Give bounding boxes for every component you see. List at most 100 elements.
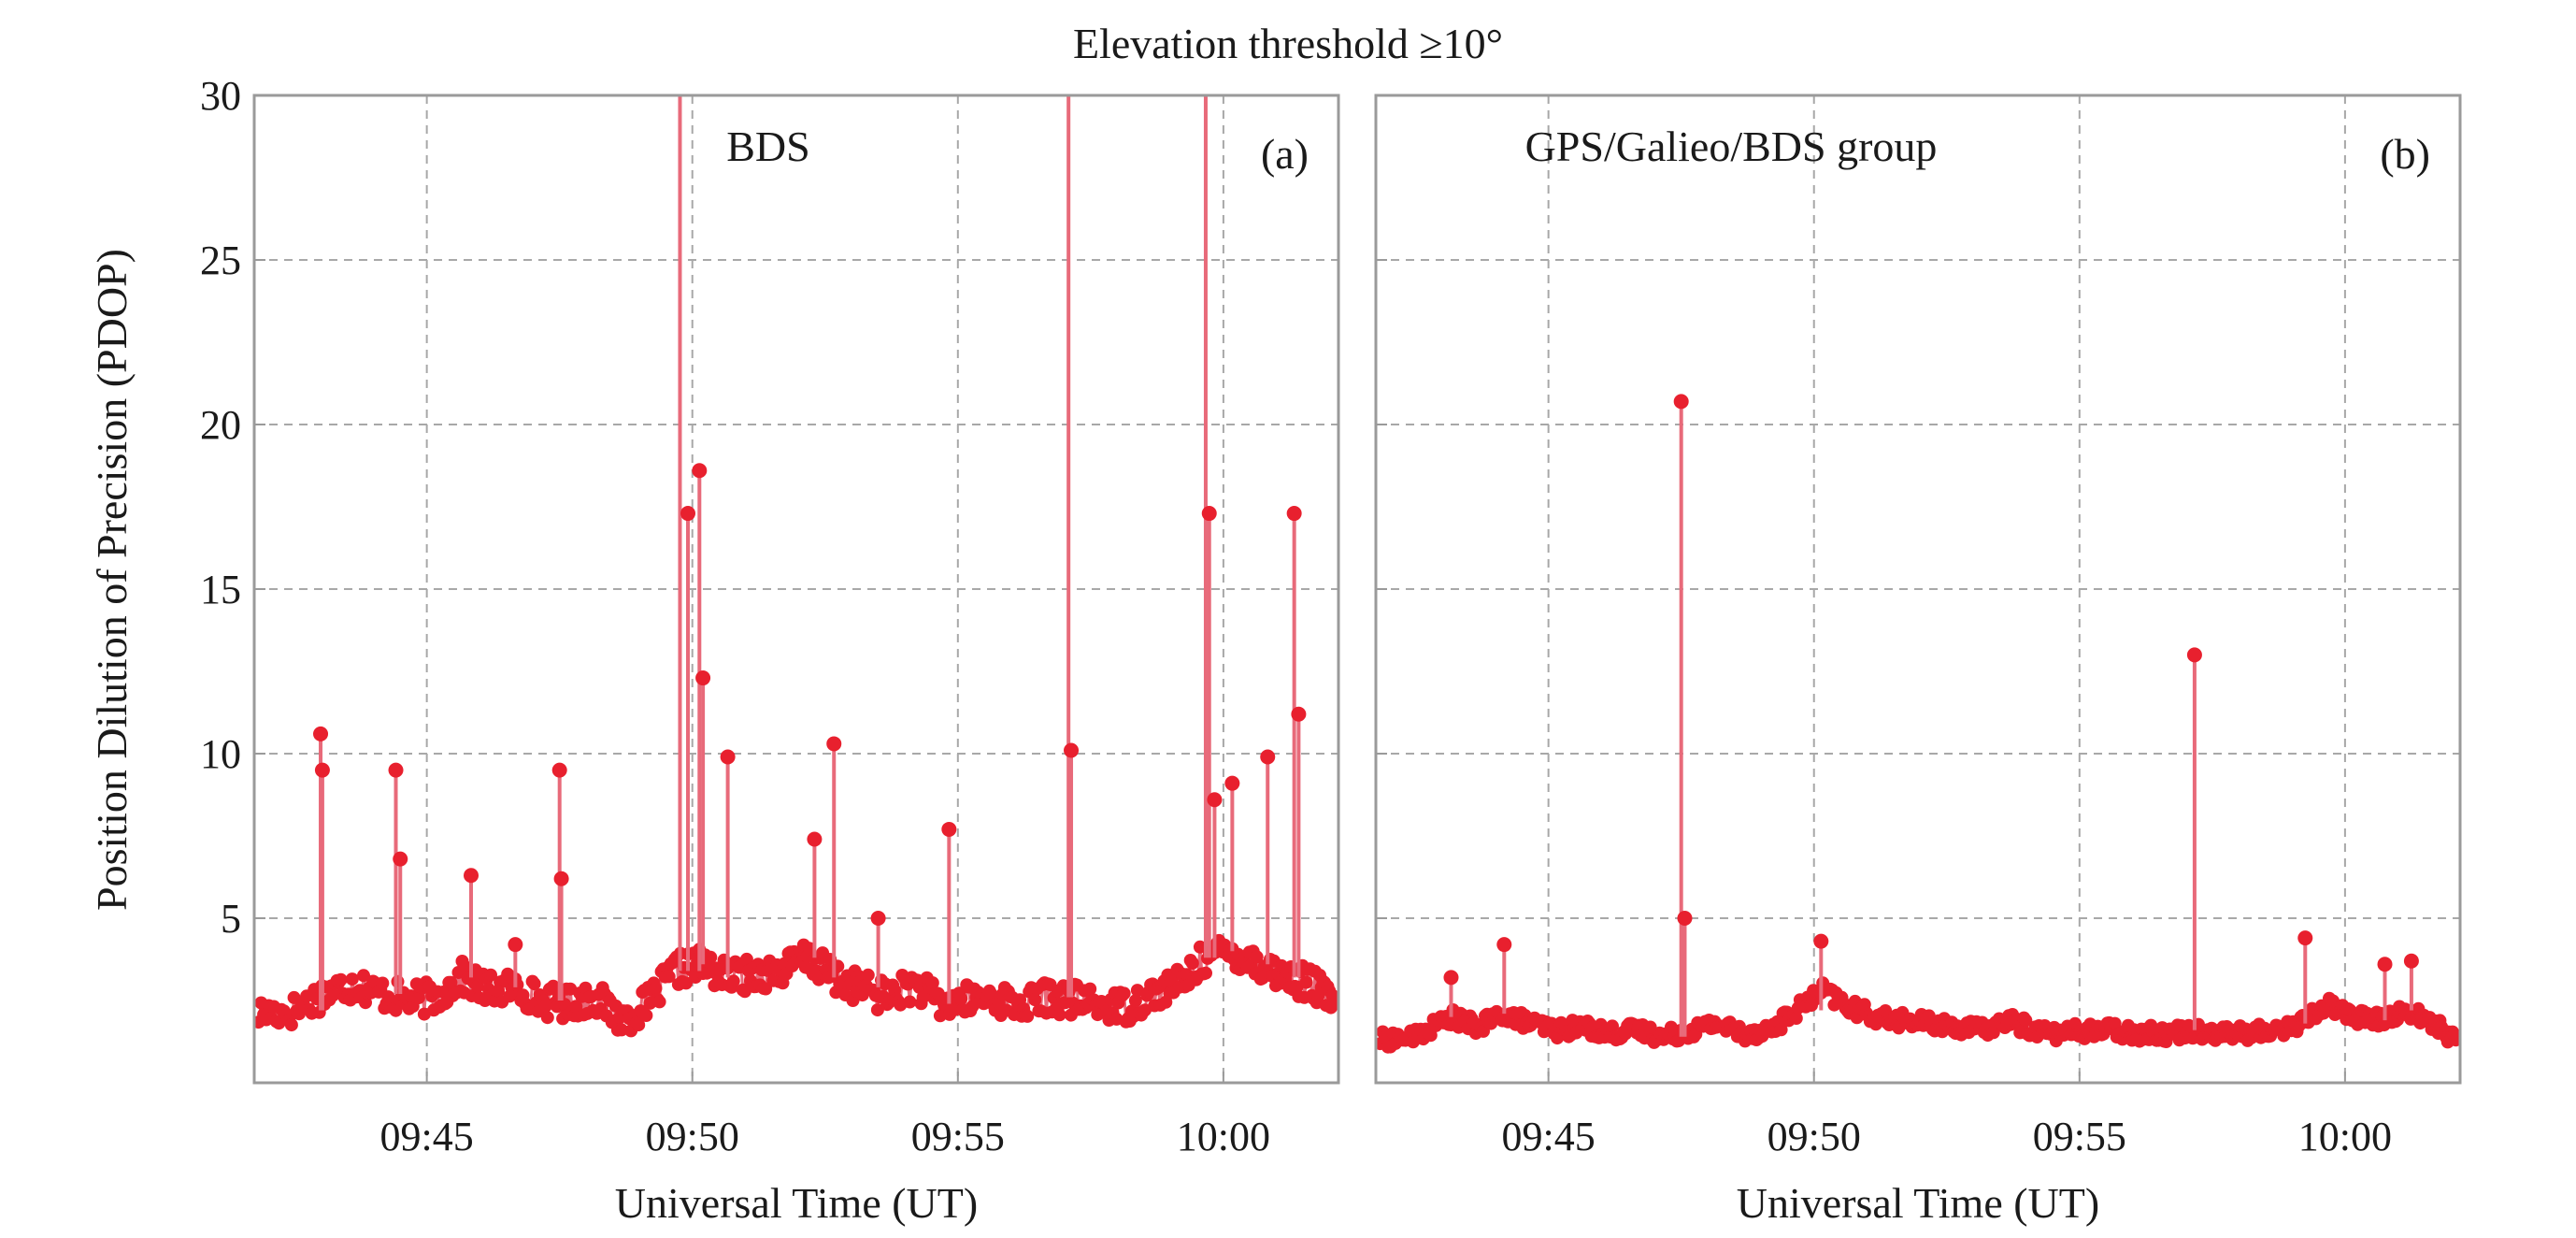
data-point bbox=[1789, 1012, 1803, 1025]
data-point bbox=[639, 1009, 653, 1022]
spike-point bbox=[1496, 937, 1512, 953]
data-point bbox=[1986, 1026, 2000, 1040]
panel-title: GPS/Galieo/BDS group bbox=[1525, 122, 1938, 170]
data-point bbox=[1199, 966, 1212, 980]
spike-point bbox=[826, 736, 842, 752]
spike-point bbox=[2403, 953, 2419, 969]
y-tick-label: 15 bbox=[200, 567, 241, 612]
data-point bbox=[1774, 1023, 1788, 1037]
data-point bbox=[1879, 1004, 1893, 1017]
data-point bbox=[726, 974, 740, 988]
plot-area bbox=[254, 95, 1338, 1038]
data-point bbox=[704, 950, 718, 964]
data-point bbox=[802, 942, 816, 956]
spike-point bbox=[313, 726, 329, 741]
spike-point bbox=[680, 506, 695, 522]
spike-point bbox=[388, 762, 404, 778]
data-point bbox=[615, 1023, 628, 1037]
spike-point bbox=[464, 868, 479, 884]
x-axis-title: Universal Time (UT) bbox=[1737, 1179, 2099, 1227]
plot-frame bbox=[252, 94, 1340, 1085]
data-point bbox=[1606, 1019, 1619, 1033]
spike-point bbox=[2297, 930, 2313, 946]
spike-point bbox=[870, 911, 886, 926]
data-point bbox=[1021, 1009, 1035, 1023]
spike-point bbox=[1201, 506, 1217, 522]
panel-letter: (a) bbox=[1261, 130, 1309, 178]
data-point bbox=[662, 970, 676, 984]
y-tick-label: 25 bbox=[200, 238, 241, 283]
data-point bbox=[546, 979, 560, 993]
x-tick-label: 10:00 bbox=[1177, 1114, 1270, 1159]
x-axis-title: Universal Time (UT) bbox=[615, 1179, 978, 1227]
data-point bbox=[903, 995, 917, 1009]
x-tick-label: 09:45 bbox=[1502, 1114, 1596, 1159]
data-point bbox=[334, 972, 348, 986]
y-tick-label: 20 bbox=[200, 402, 241, 448]
y-tick-label: 30 bbox=[200, 73, 241, 119]
spike-point bbox=[1291, 706, 1307, 722]
spike-point bbox=[695, 670, 711, 686]
data-point bbox=[1250, 950, 1264, 964]
spike-point bbox=[720, 749, 736, 765]
data-point bbox=[1424, 1029, 1438, 1043]
data-point bbox=[2019, 1014, 2033, 1028]
spike-point bbox=[1673, 394, 1689, 410]
x-tick-label: 09:55 bbox=[911, 1114, 1005, 1159]
data-point bbox=[484, 968, 497, 982]
figure-title: Elevation threshold ≥10° bbox=[1073, 20, 1503, 67]
data-point bbox=[1028, 993, 1042, 1007]
data-point bbox=[389, 1003, 403, 1017]
data-point bbox=[954, 992, 968, 1006]
x-tick-label: 10:00 bbox=[2298, 1114, 2392, 1159]
data-point bbox=[284, 1018, 298, 1032]
data-point bbox=[1052, 1008, 1066, 1022]
spike-point bbox=[393, 851, 408, 867]
data-point bbox=[411, 991, 425, 1005]
spike-point bbox=[1207, 792, 1223, 808]
data-point bbox=[632, 1018, 646, 1032]
spike-point bbox=[941, 821, 957, 837]
spike-point bbox=[508, 937, 523, 953]
data-point bbox=[357, 969, 370, 983]
data-point bbox=[680, 976, 693, 990]
panel-a: 5 10 15 20 25 30 09:45 09:50 09:55 10:00 BDS (a) Uni… bbox=[200, 73, 1340, 1227]
panel-title: BDS bbox=[726, 122, 809, 170]
spike-point bbox=[807, 831, 823, 847]
spike-point bbox=[1677, 911, 1693, 926]
data-point bbox=[470, 979, 484, 993]
data-point bbox=[1083, 982, 1097, 996]
data-point bbox=[1185, 957, 1199, 971]
spike-point bbox=[553, 871, 569, 886]
data-point bbox=[540, 1011, 554, 1025]
data-point bbox=[527, 977, 541, 991]
spike-point bbox=[2186, 647, 2202, 663]
plot-area bbox=[1376, 394, 2460, 1054]
panel-b: 09:45 09:50 09:55 10:00 GPS/Galieo/BDS group… bbox=[1374, 94, 2462, 1227]
data-point bbox=[861, 968, 875, 982]
x-tick-label: 09:50 bbox=[1767, 1114, 1861, 1159]
spike-point bbox=[1813, 933, 1829, 949]
data-point bbox=[345, 972, 359, 986]
y-tick-label: 5 bbox=[221, 896, 241, 942]
data-point bbox=[2449, 1033, 2460, 1047]
x-tick-label: 09:45 bbox=[380, 1114, 474, 1159]
data-point bbox=[652, 995, 666, 1009]
data-point bbox=[1299, 975, 1313, 989]
spike-point bbox=[1064, 742, 1080, 758]
spike-point bbox=[1443, 970, 1459, 986]
spike-point bbox=[2377, 957, 2393, 972]
data-point bbox=[1327, 997, 1338, 1011]
data-point bbox=[1128, 994, 1142, 1008]
spike-point bbox=[1286, 506, 1302, 522]
data-point bbox=[376, 976, 390, 990]
spike-point bbox=[1260, 749, 1276, 765]
panel-letter: (b) bbox=[2380, 130, 2430, 178]
data-point bbox=[870, 1003, 884, 1017]
y-tick-label: 10 bbox=[200, 731, 241, 777]
x-tick-label: 09:50 bbox=[646, 1114, 739, 1159]
spike-point bbox=[551, 762, 567, 778]
plot-frame bbox=[1374, 94, 2462, 1085]
spike-point bbox=[1224, 775, 1240, 791]
